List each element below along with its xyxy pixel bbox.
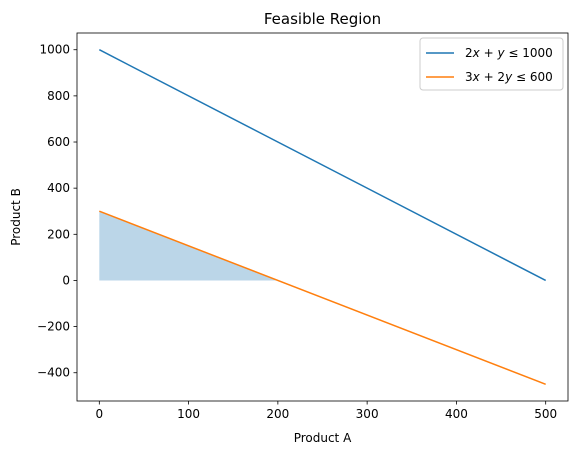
y-tick-label: 800 [47,89,70,103]
series-line-1 [98,49,547,282]
plot-frame [76,32,569,402]
y-tick-label: −200 [37,320,70,334]
x-tick-label: 100 [177,407,200,421]
plot-area [98,49,547,385]
x-tick-label: 0 [95,407,103,421]
y-axis-label: Product B [9,188,23,246]
chart-title: Feasible Region [264,10,381,28]
x-tick-label: 500 [534,407,557,421]
y-tick-label: 200 [47,227,70,241]
y-tick-label: 0 [62,273,70,287]
legend-label-1: 2x + y ≤ 1000 [465,46,553,60]
y-tick-label: −400 [37,366,70,380]
legend-label-2: 3x + 2y ≤ 600 [465,70,553,84]
x-axis-label: Product A [294,431,352,445]
axis-ticks: 0 100 200 300 400 500 −400 −200 0 200 400 600 800 100… [37,43,557,421]
y-tick-label: 1000 [39,43,70,57]
x-tick-label: 300 [356,407,379,421]
x-tick-label: 200 [266,407,289,421]
x-tick-label: 400 [445,407,468,421]
series-line-2 [99,210,546,385]
y-tick-label: 400 [47,181,70,195]
legend: 2x + y ≤ 1000 3x + 2y ≤ 600 [419,37,564,91]
legend-box [419,37,564,91]
y-tick-label: 600 [47,135,70,149]
